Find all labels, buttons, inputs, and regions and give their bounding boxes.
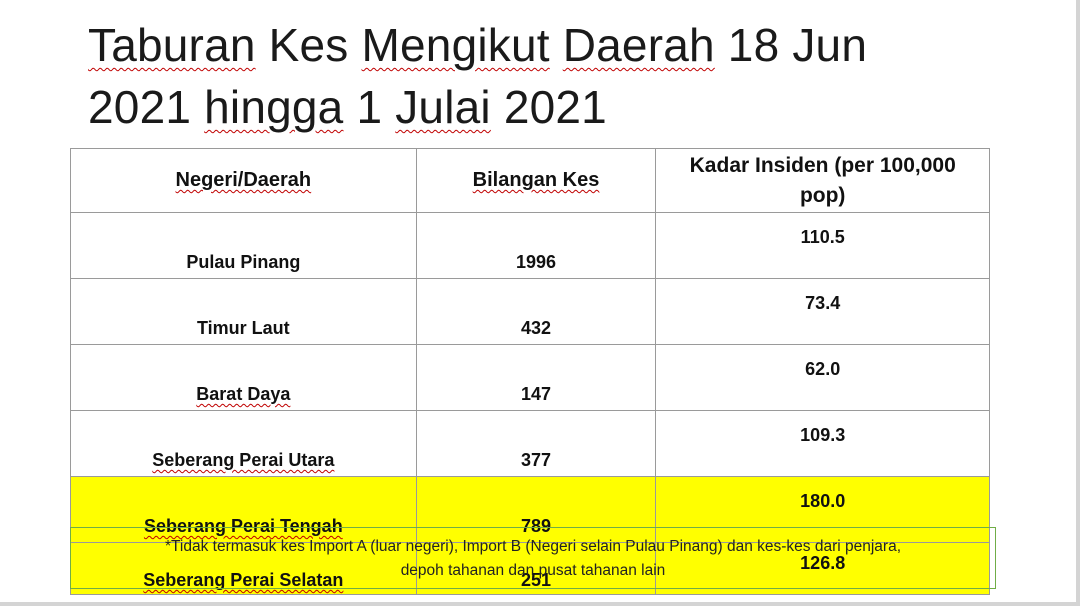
case-distribution-table: Negeri/Daerah Bilangan Kes Kadar Insiden…: [70, 148, 990, 595]
table-row: Seberang Perai Utara 377 109.3: [70, 410, 990, 477]
header-rate-line1: Kadar Insiden (per 100,000: [689, 153, 956, 177]
title-word: Taburan: [88, 19, 256, 71]
table-row: Timur Laut 432 73.4: [70, 278, 990, 345]
cell-region: Barat Daya: [70, 344, 417, 411]
cell-cases: 432: [415, 278, 657, 345]
header-region: Negeri/Daerah: [70, 148, 417, 213]
title-word: Kes: [268, 19, 349, 71]
title-word: Daerah: [562, 19, 715, 71]
header-cases: Bilangan Kes: [415, 148, 657, 213]
title-word: 18 Jun: [727, 19, 868, 71]
cell-cases: 1996: [415, 212, 657, 279]
footnote-box: *Tidak termasuk kes Import A (luar neger…: [70, 527, 996, 589]
table-row-highlighted: Seberang Perai Tengah 789 180.0: [70, 476, 990, 543]
table-row: Barat Daya 147 62.0: [70, 344, 990, 411]
title-word: 2021: [88, 81, 192, 133]
cell-cases: 251: [415, 542, 657, 595]
cell-rate: 180.0: [655, 476, 990, 543]
footnote-line1: *Tidak termasuk kes Import A (luar neger…: [164, 538, 901, 555]
footnote-line2: depoh tahanan dan pusat tahanan lain: [400, 562, 666, 579]
header-incidence-rate: Kadar Insiden (per 100,000 pop): [655, 148, 990, 213]
cell-region: Seberang Perai Utara: [70, 410, 417, 477]
table-row-highlighted: Seberang Perai Selatan 251 126.8: [70, 542, 990, 595]
cell-rate: 110.5: [655, 212, 990, 279]
cell-rate: 126.8: [655, 542, 990, 595]
cell-region: Timur Laut: [70, 278, 417, 345]
cell-rate: 73.4: [655, 278, 990, 345]
title-word: hingga: [204, 81, 344, 133]
slide-title: Taburan Kes Mengikut Daerah 18 Jun 2021 …: [88, 14, 988, 138]
title-word: Julai: [395, 81, 491, 133]
table-header-row: Negeri/Daerah Bilangan Kes Kadar Insiden…: [70, 148, 990, 213]
cell-region: Seberang Perai Tengah: [70, 476, 417, 543]
title-word: 1: [356, 81, 383, 133]
cell-region: Seberang Perai Selatan: [70, 542, 417, 595]
table-row: Pulau Pinang 1996 110.5: [70, 212, 990, 279]
header-rate-line2: pop): [799, 183, 846, 207]
cell-rate: 109.3: [655, 410, 990, 477]
cell-rate: 62.0: [655, 344, 990, 411]
title-word: 2021: [503, 81, 607, 133]
cell-cases: 377: [415, 410, 657, 477]
cell-cases: 147: [415, 344, 657, 411]
cell-region: Pulau Pinang: [70, 212, 417, 279]
cell-cases: 789: [415, 476, 657, 543]
title-word: Mengikut: [361, 19, 550, 71]
